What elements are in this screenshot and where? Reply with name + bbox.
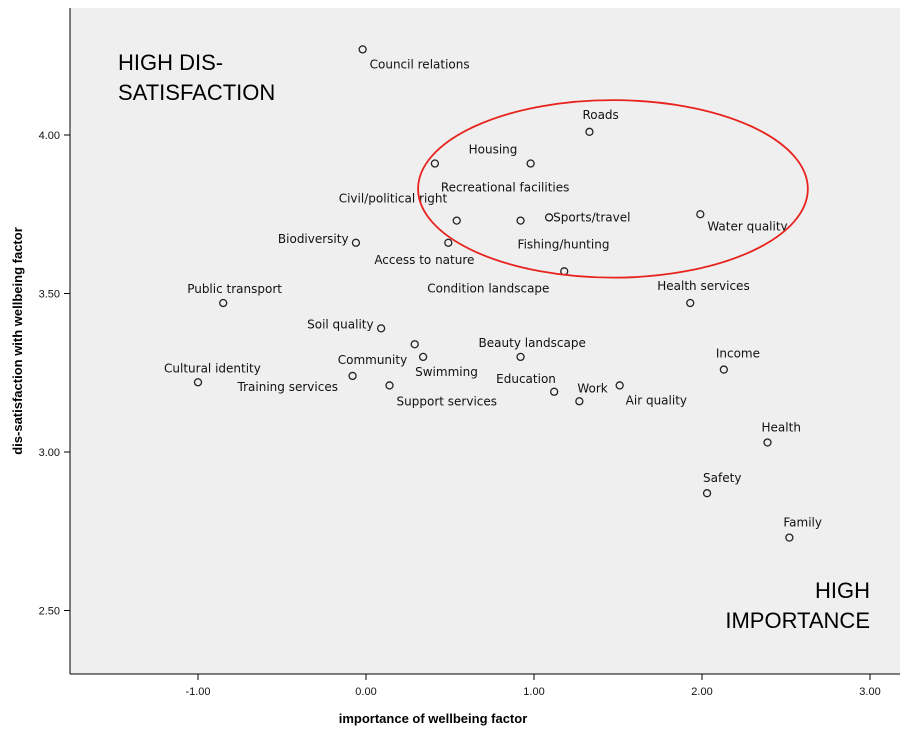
scatter-point xyxy=(430,159,440,168)
point-label: Soil quality xyxy=(307,317,374,331)
point-label: Condition landscape xyxy=(427,281,549,295)
x-tick-label: -1.00 xyxy=(185,686,210,698)
x-tick-label: 1.00 xyxy=(523,686,544,698)
highlight-ellipse xyxy=(417,99,809,279)
x-ticks: -1.00 0.00 1.00 2.00 3.00 xyxy=(185,674,881,698)
data-points xyxy=(193,45,794,542)
scatter-point xyxy=(575,397,584,406)
y-tick-label: 4.00 xyxy=(39,130,60,142)
annotation-text: HIGH xyxy=(815,578,870,603)
point-label: Health xyxy=(762,420,801,434)
point-label: Swimming xyxy=(415,365,478,379)
y-ticks: 2.50 3.00 3.50 4.00 xyxy=(39,130,70,618)
plot-area xyxy=(70,8,900,674)
annotation-text: IMPORTANCE xyxy=(725,608,870,633)
scatter-point xyxy=(444,238,453,247)
y-tick-label: 3.50 xyxy=(39,289,60,301)
annotations: HIGH DIS- SATISFACTION HIGH IMPORTANCE xyxy=(118,50,870,633)
point-label: Public transport xyxy=(187,282,282,296)
point-label: Air quality xyxy=(626,393,687,407)
point-labels: Council relations Roads Housing Recreationa… xyxy=(164,57,822,529)
scatter-point xyxy=(585,127,594,136)
scatter-point xyxy=(410,340,419,349)
scatter-point xyxy=(351,238,361,247)
point-label: Biodiversity xyxy=(278,232,349,246)
scatter-point xyxy=(615,381,624,390)
scatter-point xyxy=(385,381,394,390)
scatter-point xyxy=(702,489,712,498)
point-label: Civil/political right xyxy=(339,192,448,206)
scatter-point xyxy=(516,216,525,225)
scatter-point xyxy=(696,210,705,219)
y-tick-label: 3.00 xyxy=(39,447,60,459)
point-label: Council relations xyxy=(370,57,470,71)
x-tick-label: 3.00 xyxy=(859,686,880,698)
y-axis-title: dis-satisfaction with wellbeing factor xyxy=(10,227,25,455)
point-label: Training services xyxy=(237,380,338,394)
x-tick-label: 2.00 xyxy=(691,686,712,698)
scatter-point xyxy=(193,378,203,387)
point-label: Family xyxy=(783,516,822,530)
scatter-point xyxy=(526,159,535,168)
scatter-point xyxy=(785,533,794,542)
annotation-text: HIGH DIS- xyxy=(118,50,223,75)
point-label: Support services xyxy=(397,394,498,408)
point-label: Recreational facilities xyxy=(441,181,570,195)
point-label: Beauty landscape xyxy=(479,336,586,350)
scatter-point xyxy=(219,298,228,308)
point-label: Cultural identity xyxy=(164,361,261,375)
point-label: Work xyxy=(577,381,607,395)
scatter-point xyxy=(452,216,461,225)
scatter-point xyxy=(516,352,525,362)
scatter-point xyxy=(686,298,695,308)
x-axis-title: importance of wellbeing factor xyxy=(339,711,528,726)
scatter-point xyxy=(348,371,357,381)
y-tick-label: 2.50 xyxy=(39,606,60,618)
point-label: Safety xyxy=(703,471,741,485)
point-label: Education xyxy=(496,372,556,386)
scatter-point xyxy=(550,387,559,396)
point-label: Health services xyxy=(657,279,749,293)
x-tick-label: 0.00 xyxy=(355,686,376,698)
point-label: Fishing/hunting xyxy=(518,238,610,252)
point-label: Community xyxy=(338,353,407,367)
point-label: Access to nature xyxy=(374,253,474,267)
point-label: Water quality xyxy=(707,219,787,233)
scatter-point xyxy=(376,324,386,333)
point-label: Roads xyxy=(582,108,618,122)
scatter-point xyxy=(763,438,772,447)
scatter-point xyxy=(719,365,728,374)
scatter-point xyxy=(358,45,367,54)
point-label: Income xyxy=(716,347,760,361)
point-label: Housing xyxy=(469,143,518,157)
scatter-point xyxy=(544,213,554,222)
annotation-text: SATISFACTION xyxy=(118,80,275,105)
scatter-point xyxy=(418,352,428,362)
point-label: Sports/travel xyxy=(553,210,630,224)
